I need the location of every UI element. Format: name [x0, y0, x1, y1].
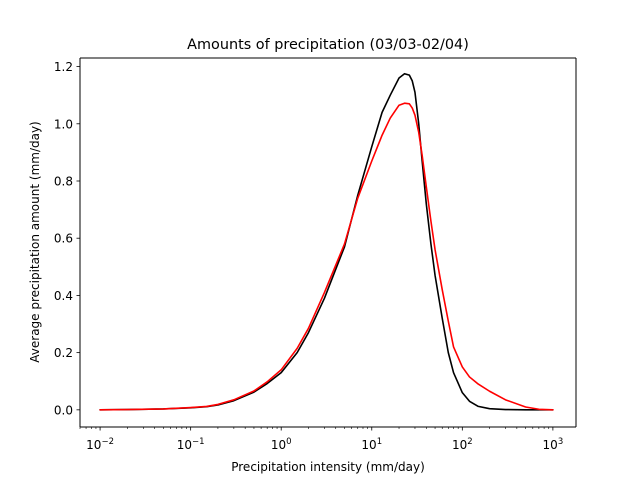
- x-tick-label-base: 10: [361, 438, 376, 452]
- series-layer: [99, 72, 554, 411]
- x-tick-label: 103: [543, 437, 564, 452]
- chart-title: Amounts of precipitation (03/03-02/04): [187, 37, 469, 53]
- x-tick-label-exponent: −2: [101, 437, 114, 447]
- x-tick-label: 102: [452, 437, 473, 452]
- x-tick-label-exponent: 1: [377, 437, 382, 447]
- y-tick-label: 1.2: [54, 60, 73, 74]
- y-axis-label: Average precipitation amount (mm/day): [28, 121, 42, 362]
- y-tick-label: 1.0: [54, 117, 73, 131]
- y-axis-ticks: 0.0 0.2 0.4 0.6 0.8 1.0 1.2: [54, 60, 80, 417]
- y-tick-label: 0.2: [54, 346, 73, 360]
- x-tick-label-exponent: −1: [192, 437, 205, 447]
- x-tick-label-base: 10: [452, 438, 467, 452]
- x-axis-label: Precipitation intensity (mm/day): [231, 460, 425, 474]
- x-tick-label: 10−2: [86, 437, 114, 452]
- x-tick-label-base: 10: [271, 438, 286, 452]
- plot-area: [80, 58, 576, 427]
- x-tick-label-base: 10: [177, 438, 192, 452]
- axes-frame: [79, 57, 577, 428]
- y-tick-label: 0.4: [54, 289, 73, 303]
- x-tick-label-base: 10: [543, 438, 558, 452]
- x-axis-ticks: 10−2 10−1 100 101 102 103: [79, 427, 564, 452]
- x-tick-label: 10−1: [177, 437, 205, 452]
- x-tick-label-exponent: 0: [286, 437, 291, 447]
- x-tick-label-base: 10: [86, 438, 101, 452]
- x-tick-label-exponent: 3: [558, 437, 563, 447]
- x-tick-label: 101: [361, 437, 382, 452]
- series-line-1: [99, 72, 554, 411]
- x-tick-label: 100: [271, 437, 292, 452]
- y-tick-label: 0.8: [54, 175, 73, 189]
- x-tick-label-exponent: 2: [467, 437, 472, 447]
- y-tick-label: 0.0: [54, 403, 73, 417]
- series-line-2: [99, 102, 554, 411]
- y-tick-label: 0.6: [54, 232, 73, 246]
